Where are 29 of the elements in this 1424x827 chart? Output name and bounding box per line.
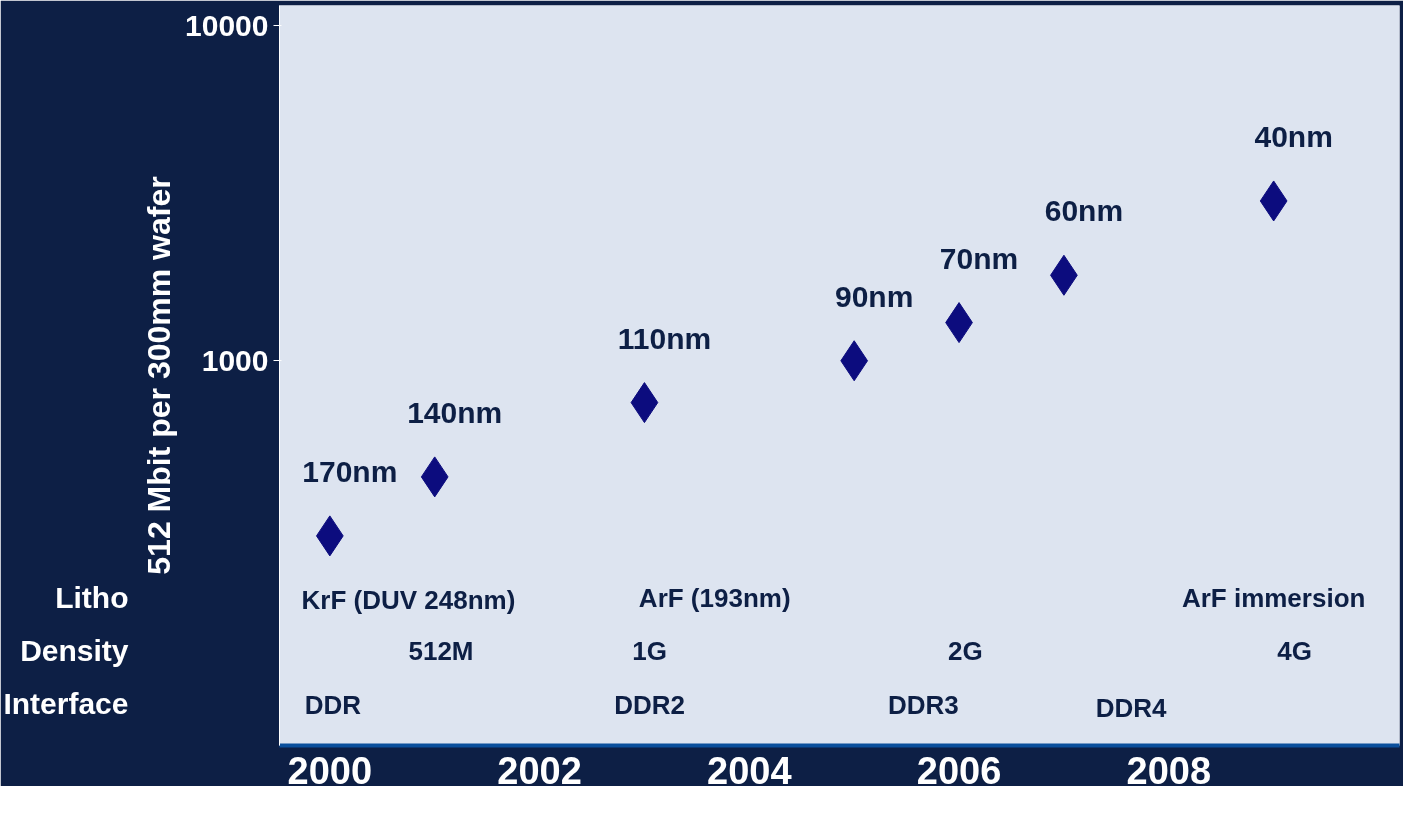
annotation: 1G (632, 635, 668, 666)
annotation: DDR4 (1095, 692, 1167, 723)
annotation: 40nm (1254, 119, 1333, 153)
annotation: DDR (304, 689, 362, 720)
annotation: 140nm (407, 395, 503, 429)
x-tick-label: 2004 (707, 749, 792, 792)
y-tick-label: 10000 (185, 8, 269, 42)
x-tick-label: 2002 (497, 749, 582, 792)
annotation: 110nm (617, 321, 712, 355)
annotation: 60nm (1044, 194, 1124, 228)
annotation: 4G (1277, 635, 1312, 666)
annotation: DDR2 (614, 689, 686, 720)
annotation: ArF immersion (1181, 582, 1366, 613)
annotation: KrF (DUV 248nm) (301, 584, 516, 615)
text: Interface (3, 687, 129, 720)
x-tick-label: 2006 (916, 749, 1002, 792)
annotation: DDR3 (888, 689, 959, 720)
y-axis-title: 512 Mbit per 300mm wafer (141, 176, 178, 575)
x-tick-label: 2000 (287, 749, 373, 792)
annotation: 2G (948, 635, 983, 666)
text: Litho (55, 581, 129, 614)
y-tick-label: 1000 (201, 343, 269, 377)
annotation: ArF (193nm) (638, 582, 791, 613)
text: Density (20, 634, 129, 667)
annotation: 512M (408, 635, 474, 666)
annotation: 70nm (939, 241, 1019, 275)
annotation: 90nm (835, 279, 914, 313)
annotation: 170nm (302, 454, 398, 488)
x-tick-label: 2008 (1126, 749, 1212, 792)
